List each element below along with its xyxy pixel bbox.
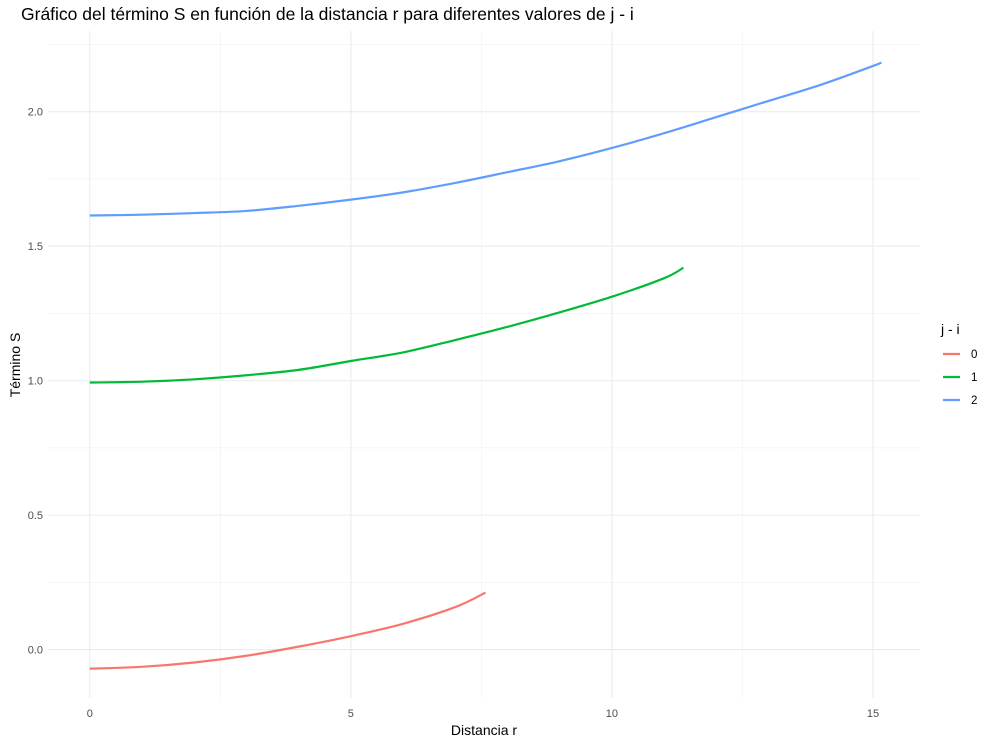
y-tick-label: 0.0 <box>28 645 43 657</box>
legend-title: j - i <box>940 321 960 337</box>
y-tick-label: 0.5 <box>28 510 43 522</box>
legend-label-1: 1 <box>971 372 977 384</box>
x-axis-ticks: 0 5 10 15 <box>87 708 879 720</box>
series-lines <box>89 61 882 670</box>
x-tick-label: 15 <box>867 708 879 720</box>
chart-title: Gráfico del término S en función de la d… <box>21 4 634 24</box>
x-axis-title: Distancia r <box>451 722 517 738</box>
y-axis-ticks: 0.0 0.5 1.0 1.5 2.0 <box>28 107 43 657</box>
x-tick-label: 10 <box>606 708 618 720</box>
y-tick-label: 1.0 <box>28 376 43 388</box>
legend-items: 0 1 2 <box>943 349 977 407</box>
x-tick-label: 0 <box>87 708 93 720</box>
legend-label-0: 0 <box>971 349 977 361</box>
y-axis-title: Término S <box>7 333 23 398</box>
y-tick-label: 2.0 <box>28 107 43 119</box>
x-tick-label: 5 <box>348 708 354 720</box>
legend-label-2: 2 <box>971 395 977 407</box>
series-line-1 <box>89 266 685 384</box>
minor-gridlines <box>48 31 920 698</box>
major-gridlines <box>48 31 920 698</box>
series-line-2 <box>89 61 882 217</box>
legend: j - i 0 1 2 <box>940 321 977 407</box>
series-line-0 <box>89 591 487 670</box>
y-tick-label: 1.5 <box>28 241 43 253</box>
